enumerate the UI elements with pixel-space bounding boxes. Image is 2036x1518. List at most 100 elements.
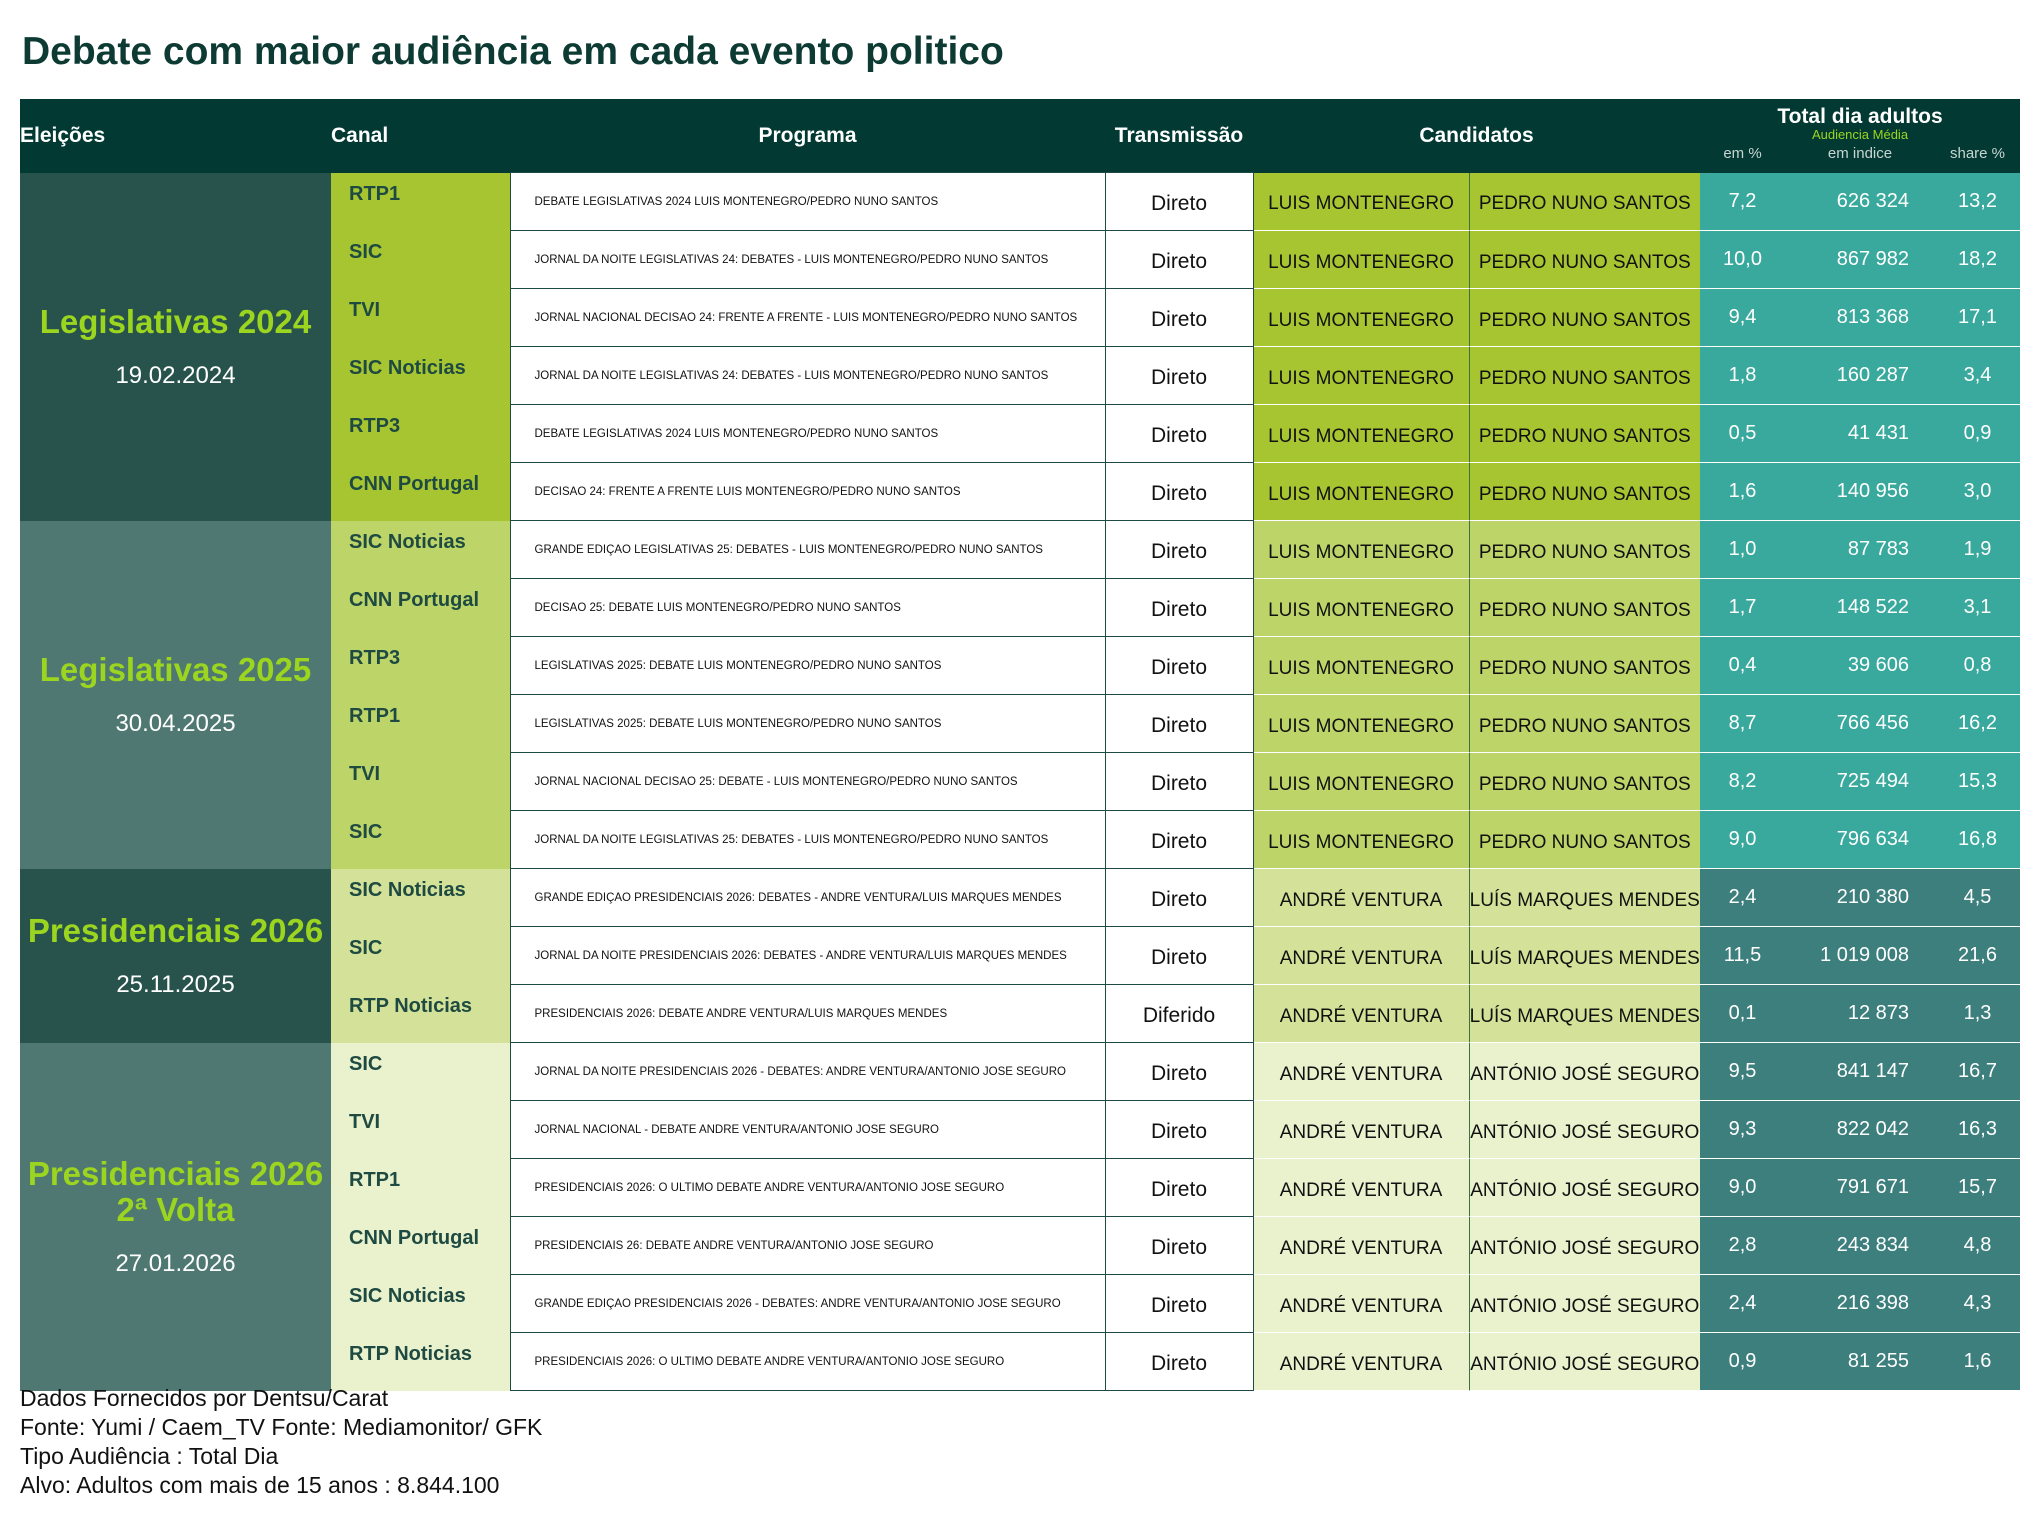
audience-pct-cell: 11,5 xyxy=(1700,926,1785,985)
table-row: Presidenciais 2026 2ª Volta 27.01.2026 SIC J… xyxy=(20,1042,2020,1391)
candidate-2-cell: LUÍS MARQUES MENDES xyxy=(1469,926,1700,985)
audience-pct-cell: 9,0 xyxy=(1700,1158,1785,1217)
table-row: CNN Portugal DECISAO 24: FRENTE A FRENTE … xyxy=(20,462,2020,521)
transmissao-cell: Direto xyxy=(1104,462,1254,521)
transmissao-cell: Direto xyxy=(1104,404,1254,463)
table-row: CNN Portugal DECISAO 25: DEBATE LUIS MONT… xyxy=(20,578,2020,637)
candidate-2-cell: ANTÓNIO JOSÉ SEGURO xyxy=(1469,1216,1700,1275)
programa-cell: PRESIDENCIAIS 2026: DEBATE ANDRE VENTURA… xyxy=(509,984,1106,1043)
candidate-1-cell: LUIS MONTENEGRO xyxy=(1253,462,1470,521)
table-row: RTP3 LEGISLATIVAS 2025: DEBATE LUIS MONTE… xyxy=(20,636,2020,695)
programa-cell: JORNAL DA NOITE LEGISLATIVAS 25: DEBATES… xyxy=(509,810,1106,869)
audience-pct-cell: 0,9 xyxy=(1700,1332,1785,1391)
audience-pct-cell: 7,2 xyxy=(1700,172,1785,231)
programa-cell: PRESIDENCIAIS 26: DEBATE ANDRE VENTURA/A… xyxy=(509,1216,1106,1275)
transmissao-cell: Direto xyxy=(1104,1042,1254,1101)
transmissao-cell: Direto xyxy=(1104,1216,1254,1275)
page-title: Debate com maior audiência em cada event… xyxy=(22,30,1004,73)
programa-cell: LEGISLATIVAS 2025: DEBATE LUIS MONTENEGR… xyxy=(509,694,1106,753)
table-row: RTP1 LEGISLATIVAS 2025: DEBATE LUIS MONTE… xyxy=(20,694,2020,753)
programa-cell: LEGISLATIVAS 2025: DEBATE LUIS MONTENEGR… xyxy=(509,636,1106,695)
table-row: TVI JORNAL NACIONAL DECISAO 24: FRENTE A … xyxy=(20,288,2020,347)
audience-pct-cell: 0,1 xyxy=(1700,984,1785,1043)
audience-index-cell: 822 042 xyxy=(1785,1100,1935,1159)
election-date: 19.02.2024 xyxy=(115,361,236,389)
audience-index-cell: 243 834 xyxy=(1785,1216,1935,1275)
programa-cell: GRANDE EDIÇAO PRESIDENCIAIS 2026: DEBATE… xyxy=(509,868,1106,927)
candidate-1-cell: LUIS MONTENEGRO xyxy=(1253,404,1470,463)
candidate-2-cell: PEDRO NUNO SANTOS xyxy=(1469,636,1700,695)
table-row: Presidenciais 2026 25.11.2025 SIC Noticias… xyxy=(20,868,2020,1043)
table-row: RTP Noticias PRESIDENCIAIS 2026: O ULTIMO… xyxy=(20,1332,2020,1391)
election-name: Legislativas 2025 xyxy=(39,650,312,688)
transmissao-cell: Direto xyxy=(1104,1274,1254,1333)
share-cell: 21,6 xyxy=(1935,926,2020,985)
audience-index-cell: 791 671 xyxy=(1785,1158,1935,1217)
audience-pct-cell: 9,3 xyxy=(1700,1100,1785,1159)
programa-cell: PRESIDENCIAIS 2026: O ULTIMO DEBATE ANDR… xyxy=(509,1332,1106,1391)
transmissao-cell: Direto xyxy=(1104,810,1254,869)
canal-cell: SIC Noticias xyxy=(331,346,510,405)
candidate-1-cell: ANDRÉ VENTURA xyxy=(1253,984,1470,1043)
col-header-total: Total dia adultos Audiencia Média em % e… xyxy=(1700,99,2020,173)
transmissao-cell: Direto xyxy=(1104,868,1254,927)
table-header-row: Eleições Canal Programa Transmissão Cand… xyxy=(20,99,2020,173)
programa-cell: JORNAL NACIONAL - DEBATE ANDRE VENTURA/A… xyxy=(509,1100,1106,1159)
transmissao-cell: Direto xyxy=(1104,288,1254,347)
audience-index-cell: 140 956 xyxy=(1785,462,1935,521)
col-header-eleicoes: Eleições xyxy=(20,99,331,173)
transmissao-cell: Direto xyxy=(1104,230,1254,289)
col-header-programa: Programa xyxy=(510,99,1105,173)
share-cell: 1,3 xyxy=(1935,984,2020,1043)
table-row: TVI JORNAL NACIONAL - DEBATE ANDRE VENTUR… xyxy=(20,1100,2020,1159)
election-date: 27.01.2026 xyxy=(115,1249,236,1277)
canal-cell: SIC xyxy=(331,810,510,869)
share-cell: 16,7 xyxy=(1935,1042,2020,1101)
transmissao-cell: Diferido xyxy=(1104,984,1254,1043)
audience-pct-cell: 1,7 xyxy=(1700,578,1785,637)
candidate-1-cell: LUIS MONTENEGRO xyxy=(1253,288,1470,347)
audience-pct-cell: 1,6 xyxy=(1700,462,1785,521)
debates-table: Eleições Canal Programa Transmissão Cand… xyxy=(20,99,2020,1391)
canal-cell: SIC Noticias xyxy=(331,520,510,579)
share-cell: 3,0 xyxy=(1935,462,2020,521)
candidate-2-cell: PEDRO NUNO SANTOS xyxy=(1469,520,1700,579)
candidate-1-cell: LUIS MONTENEGRO xyxy=(1253,694,1470,753)
canal-cell: TVI xyxy=(331,1100,510,1159)
candidate-2-cell: PEDRO NUNO SANTOS xyxy=(1469,404,1700,463)
audience-pct-cell: 10,0 xyxy=(1700,230,1785,289)
candidate-2-cell: PEDRO NUNO SANTOS xyxy=(1469,578,1700,637)
canal-cell: RTP1 xyxy=(331,1158,510,1217)
election-name: Presidenciais 2026 xyxy=(27,911,324,949)
candidate-2-cell: PEDRO NUNO SANTOS xyxy=(1469,694,1700,753)
transmissao-cell: Direto xyxy=(1104,578,1254,637)
audience-index-cell: 87 783 xyxy=(1785,520,1935,579)
candidate-1-cell: LUIS MONTENEGRO xyxy=(1253,636,1470,695)
table-row: SIC Noticias GRANDE EDIÇAO PRESIDENCIAIS … xyxy=(20,1274,2020,1333)
election-date: 30.04.2025 xyxy=(115,709,236,737)
audience-index-cell: 813 368 xyxy=(1785,288,1935,347)
transmissao-cell: Direto xyxy=(1104,694,1254,753)
candidate-2-cell: PEDRO NUNO SANTOS xyxy=(1469,462,1700,521)
audience-index-cell: 160 287 xyxy=(1785,346,1935,405)
footer-line: Alvo: Adultos com mais de 15 anos : 8.84… xyxy=(20,1472,500,1498)
audience-pct-cell: 2,4 xyxy=(1700,868,1785,927)
col-header-candidatos: Candidatos xyxy=(1253,99,1700,173)
share-cell: 16,2 xyxy=(1935,694,2020,753)
audience-index-cell: 81 255 xyxy=(1785,1332,1935,1391)
col-header-canal: Canal xyxy=(331,99,510,173)
audience-index-cell: 39 606 xyxy=(1785,636,1935,695)
share-cell: 3,4 xyxy=(1935,346,2020,405)
share-cell: 16,8 xyxy=(1935,810,2020,869)
election-cell: Legislativas 2024 19.02.2024 xyxy=(20,172,331,521)
table-row: SIC JORNAL DA NOITE LEGISLATIVAS 24: DEBA… xyxy=(20,230,2020,289)
candidate-2-cell: PEDRO NUNO SANTOS xyxy=(1469,810,1700,869)
candidate-2-cell: LUÍS MARQUES MENDES xyxy=(1469,984,1700,1043)
candidate-1-cell: LUIS MONTENEGRO xyxy=(1253,810,1470,869)
table-body: Legislativas 2024 19.02.2024 RTP1 DEBATE LE… xyxy=(20,172,2020,1391)
share-cell: 3,1 xyxy=(1935,578,2020,637)
audience-pct-cell: 9,4 xyxy=(1700,288,1785,347)
share-cell: 13,2 xyxy=(1935,172,2020,231)
candidate-1-cell: ANDRÉ VENTURA xyxy=(1253,1216,1470,1275)
programa-cell: GRANDE EDIÇAO PRESIDENCIAIS 2026 - DEBAT… xyxy=(509,1274,1106,1333)
